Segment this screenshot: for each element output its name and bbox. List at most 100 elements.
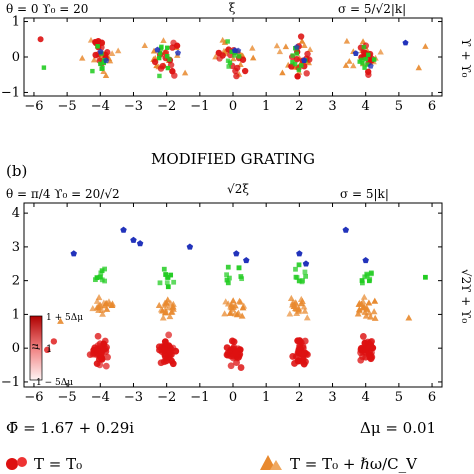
red-sphere-point	[99, 345, 107, 353]
green-cube-point	[368, 271, 374, 277]
green-cube-point	[359, 278, 365, 283]
orange-pyramid-point	[365, 299, 373, 306]
orange-pyramid-point	[300, 303, 308, 310]
orange-pyramid-point	[346, 57, 353, 64]
panel-b-label: (b)	[6, 162, 27, 180]
red-sphere-point	[169, 360, 177, 368]
x-tick-label: −1	[190, 390, 209, 405]
y-tick-label: 1	[12, 15, 20, 30]
red-sphere-point	[297, 33, 305, 40]
delta-mu-value: Δμ = 0.01	[360, 419, 436, 437]
blue-pentagon-point	[362, 256, 369, 264]
red-sphere-point	[362, 348, 369, 356]
red-sphere-point	[50, 338, 58, 345]
orange-pyramid-point	[160, 37, 167, 44]
orange-pyramid-point	[161, 309, 169, 316]
x-tick-label: −3	[124, 99, 143, 114]
blue-pentagon-point	[402, 39, 409, 46]
green-cube-point	[161, 266, 167, 272]
orange-pyramid-point	[93, 297, 101, 304]
blue-pentagon-point	[301, 57, 308, 63]
green-cube-point	[236, 265, 242, 271]
x-tick-label: 5	[395, 390, 403, 405]
orange-pyramid-point	[354, 310, 362, 317]
orange-pyramid-point	[141, 42, 148, 49]
x-tick-label: −6	[24, 390, 43, 405]
red-sphere-point	[159, 62, 166, 70]
red-sphere-point	[104, 49, 111, 56]
orange-pyramid-point	[170, 305, 177, 312]
panel-a-params-right: σ = 5/√2|k|	[338, 2, 406, 16]
red-sphere-point	[104, 353, 111, 361]
colorbar-gradient	[29, 315, 43, 381]
orange-pyramid-point	[105, 298, 113, 305]
orange-pyramid-point	[306, 46, 314, 53]
red-sphere-point	[44, 346, 51, 354]
orange-pyramid-point	[90, 56, 98, 63]
green-cube-point	[362, 65, 367, 70]
x-tick-label: 0	[229, 99, 237, 114]
red-sphere-point	[223, 344, 231, 351]
green-cube-point	[360, 280, 365, 286]
green-cube-point	[41, 65, 47, 70]
green-cube-point	[226, 64, 231, 69]
red-sphere-point	[165, 331, 173, 339]
panel-a-xlabel: ξ	[229, 1, 236, 15]
orange-pyramid-point	[286, 310, 294, 317]
green-cube-point	[296, 67, 302, 73]
green-cube-point	[224, 272, 229, 278]
green-cube-point	[98, 274, 103, 280]
green-cube-point	[165, 284, 171, 290]
green-cube-point	[101, 59, 107, 65]
blue-pentagon-point	[293, 43, 300, 50]
green-cube-point	[163, 272, 169, 277]
red-sphere-point	[361, 339, 369, 347]
green-cube-point	[158, 46, 164, 51]
colorbar: 1 + 5Δμ 1 μ 1 − 5Δμ	[29, 313, 83, 388]
red-sphere-point	[37, 36, 44, 43]
blue-pentagon-point	[296, 250, 303, 257]
orange-pyramid-point	[273, 42, 281, 49]
orange-pyramid-point	[303, 314, 311, 321]
green-cube-point	[225, 39, 230, 44]
y-tick-label: 0	[12, 50, 20, 65]
orange-pyramid-point	[299, 297, 306, 304]
red-sphere-point	[302, 358, 309, 366]
colorbar-top-label: 1 + 5Δμ	[46, 313, 83, 323]
blue-pentagon-point	[367, 62, 374, 69]
orange-pyramid-point	[57, 317, 64, 324]
panel-b-params-right: σ = 5|k|	[340, 187, 389, 201]
red-sphere-point	[161, 338, 169, 346]
red-sphere-point	[237, 364, 245, 371]
x-tick-label: 4	[362, 99, 370, 114]
red-sphere-point	[301, 337, 309, 345]
green-cube-point	[165, 54, 170, 59]
x-tick-label: −4	[91, 99, 110, 114]
orange-pyramid-point	[230, 55, 237, 62]
green-cube-point	[165, 275, 171, 280]
orange-pyramid-point	[289, 301, 296, 308]
green-cube-point	[364, 271, 370, 277]
green-cube-point	[227, 60, 233, 65]
orange-pyramid-point	[157, 306, 165, 313]
blue-pentagon-point	[342, 226, 350, 233]
x-tick-label: 2	[295, 390, 303, 405]
blue-pentagon-point	[154, 46, 161, 53]
green-cube-point	[296, 262, 302, 268]
red-sphere-point	[294, 73, 301, 80]
panel-a-yticks: 1 0 −1	[1, 15, 442, 100]
x-tick-label: 2	[295, 99, 303, 114]
red-sphere-point	[239, 56, 247, 63]
red-sphere-point	[232, 349, 240, 357]
orange-pyramid-point	[221, 310, 229, 317]
green-cube-point	[167, 57, 172, 62]
orange-pyramid-point	[108, 301, 116, 308]
green-cube-point	[362, 274, 368, 280]
orange-pyramid-point	[362, 312, 370, 319]
blue-pentagon-point	[103, 57, 110, 64]
x-tick-label: 3	[328, 99, 336, 114]
green-cube-point	[171, 279, 177, 285]
red-sphere-point	[291, 360, 298, 367]
red-sphere-point	[216, 55, 223, 62]
